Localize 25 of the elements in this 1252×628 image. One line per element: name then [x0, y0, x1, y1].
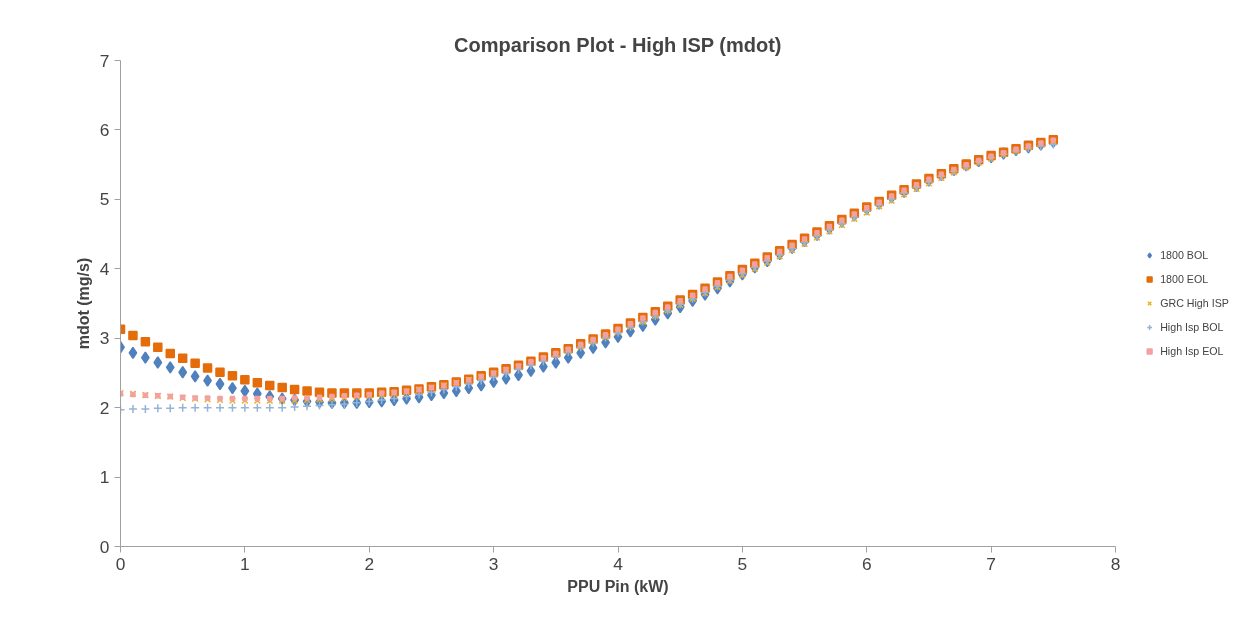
legend-label: High Isp BOL — [1160, 321, 1224, 333]
x-axis-title: PPU Pin (kW) — [567, 577, 669, 595]
y-axis-title: mdot (mg/s) — [74, 257, 92, 350]
y-tick-label: 0 — [99, 536, 110, 557]
y-tick-label: 1 — [99, 467, 110, 488]
y-tick-label: 4 — [99, 258, 110, 279]
x-tick-label: 5 — [737, 553, 748, 574]
x-tick-label: 0 — [115, 553, 126, 574]
chart-title: Comparison Plot - High ISP (mdot) — [454, 33, 782, 56]
legend-label: High Isp EOL — [1160, 345, 1224, 357]
x-tick-label: 6 — [861, 553, 872, 574]
y-tick-label: 2 — [99, 397, 110, 418]
x-tick-label: 4 — [613, 553, 624, 574]
x-tick-label: 2 — [364, 553, 375, 574]
x-tick-label: 7 — [986, 553, 996, 574]
legend-label: 1800 BOL — [1160, 249, 1209, 261]
x-tick-label: 8 — [1110, 553, 1121, 574]
y-tick-label: 7 — [99, 50, 110, 71]
y-tick-label: 6 — [99, 119, 110, 140]
y-tick-label: 5 — [99, 189, 110, 210]
x-tick-label: 1 — [240, 553, 250, 574]
legend-label: GRC High ISP — [1160, 297, 1229, 309]
y-tick-label: 3 — [99, 328, 110, 349]
legend-label: 1800 EOL — [1160, 273, 1209, 285]
x-tick-label: 3 — [488, 553, 499, 574]
